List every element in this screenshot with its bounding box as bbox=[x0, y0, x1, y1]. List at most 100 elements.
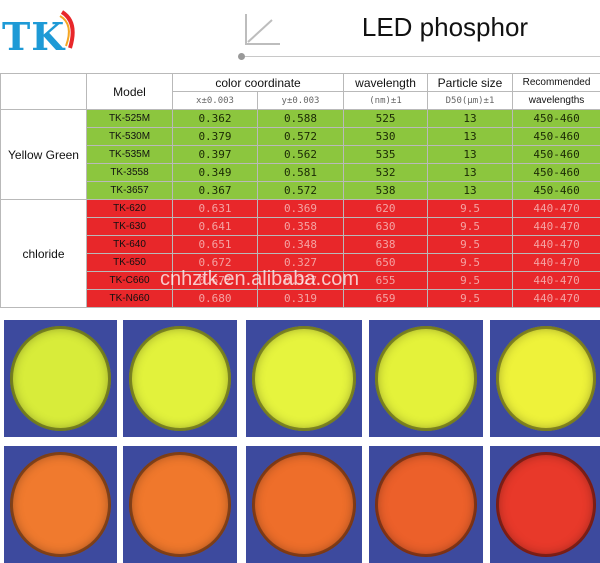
recommended-value-cell: 450-460 bbox=[512, 127, 600, 146]
phosphor-sample-photo bbox=[123, 320, 237, 437]
x-value-cell: 0.651 bbox=[172, 235, 258, 254]
y-value-cell: 0.588 bbox=[256, 109, 345, 128]
x-value-cell: 0.362 bbox=[172, 109, 258, 128]
chart-corner-icon bbox=[245, 14, 280, 45]
particle-value-cell: 13 bbox=[427, 163, 514, 182]
watermark: cnhztk.en.alibaba.com bbox=[160, 268, 360, 290]
header-color-coordinate: color coordinate bbox=[171, 73, 345, 92]
page-title: LED phosphor bbox=[361, 12, 529, 42]
recommended-value-cell: 450-460 bbox=[512, 109, 600, 128]
y-value-cell: 0.369 bbox=[256, 199, 345, 218]
recommended-value-cell: 440-470 bbox=[512, 217, 600, 236]
particle-value-cell: 9.5 bbox=[427, 199, 514, 218]
x-value-cell: 0.397 bbox=[172, 145, 258, 164]
table-row: TK-C660 0.672 0.327 655 9.5 440-470 bbox=[1, 271, 600, 290]
group-label: chloride bbox=[0, 199, 87, 308]
table-row: TK-630 0.641 0.358 630 9.5 440-470 bbox=[1, 217, 600, 236]
x-value-cell: 0.367 bbox=[172, 181, 258, 200]
recommended-value-cell: 440-470 bbox=[512, 289, 600, 308]
model-cell: TK-630 bbox=[86, 217, 173, 236]
subheader-wavelength: (nm)±1 bbox=[343, 91, 429, 110]
x-value-cell: 0.349 bbox=[172, 163, 258, 182]
wavelength-value-cell: 630 bbox=[343, 217, 429, 236]
wavelength-value-cell: 638 bbox=[343, 235, 429, 254]
petri-dish-sample bbox=[252, 452, 356, 557]
x-value-cell: 0.379 bbox=[172, 127, 258, 146]
model-cell: TK-3657 bbox=[86, 181, 173, 200]
petri-dish-sample bbox=[252, 326, 356, 431]
model-cell: TK-3558 bbox=[86, 163, 173, 182]
subheader-x: x±0.003 bbox=[172, 91, 258, 110]
phosphor-sample-photo bbox=[490, 446, 600, 563]
recommended-value-cell: 440-470 bbox=[512, 271, 600, 290]
logo-swoosh-icon bbox=[59, 10, 75, 49]
phosphor-sample-photo bbox=[369, 446, 483, 563]
y-value-cell: 0.572 bbox=[256, 181, 345, 200]
recommended-value-cell: 440-470 bbox=[512, 235, 600, 254]
wavelength-value-cell: 525 bbox=[343, 109, 429, 128]
model-cell: TK-640 bbox=[86, 235, 173, 254]
table-row: Yellow Green TK-525M 0.362 0.588 525 13 450-46… bbox=[0, 109, 600, 200]
header: TK LED phosphor bbox=[0, 0, 600, 64]
y-value-cell: 0.327 bbox=[256, 253, 345, 272]
wavelength-value-cell: 535 bbox=[343, 145, 429, 164]
model-cell: TK-N660 bbox=[86, 289, 173, 308]
model-cell: TK-620 bbox=[86, 199, 173, 218]
table-row: TK-640 0.651 0.348 638 9.5 440-470 bbox=[1, 235, 600, 254]
spec-table: Model color coordinate wavelength Partic… bbox=[0, 73, 600, 308]
petri-dish-sample bbox=[496, 326, 596, 431]
table-row: TK-650 0.672 0.327 650 9.5 440-470 bbox=[1, 253, 600, 272]
petri-dish-sample bbox=[496, 452, 596, 557]
y-value-cell: 0.348 bbox=[256, 235, 345, 254]
group-label: Yellow Green bbox=[0, 109, 87, 200]
particle-value-cell: 9.5 bbox=[427, 271, 514, 290]
recommended-value-cell: 450-460 bbox=[512, 145, 600, 164]
wavelength-value-cell: 620 bbox=[343, 199, 429, 218]
petri-dish-sample bbox=[10, 326, 111, 431]
header-empty-cell bbox=[0, 73, 87, 110]
wavelength-value-cell: 530 bbox=[343, 127, 429, 146]
table-row: TK-N660 0.680 0.319 659 9.5 440-470 bbox=[1, 289, 600, 308]
particle-value-cell: 13 bbox=[427, 145, 514, 164]
petri-dish-sample bbox=[10, 452, 111, 557]
phosphor-sample-photo bbox=[123, 446, 237, 563]
model-cell: TK-530M bbox=[86, 127, 173, 146]
recommended-value-cell: 450-460 bbox=[512, 181, 600, 200]
petri-dish-sample bbox=[375, 326, 477, 431]
model-cell: TK-535M bbox=[86, 145, 173, 164]
x-value-cell: 0.641 bbox=[172, 217, 258, 236]
recommended-value-cell: 450-460 bbox=[512, 163, 600, 182]
wavelength-value-cell: 650 bbox=[343, 253, 429, 272]
phosphor-photo-grid bbox=[0, 320, 600, 563]
particle-value-cell: 13 bbox=[427, 109, 514, 128]
particle-value-cell: 9.5 bbox=[427, 235, 514, 254]
y-value-cell: 0.358 bbox=[256, 217, 345, 236]
wavelength-value-cell: 659 bbox=[343, 289, 429, 308]
particle-value-cell: 9.5 bbox=[427, 253, 514, 272]
table-row: TK-3657 0.367 0.572 538 13 450-460 bbox=[1, 181, 600, 200]
y-value-cell: 0.319 bbox=[256, 289, 345, 308]
phosphor-sample-photo bbox=[490, 320, 600, 437]
phosphor-sample-photo bbox=[246, 320, 362, 437]
phosphor-sample-photo bbox=[246, 446, 362, 563]
particle-value-cell: 9.5 bbox=[427, 217, 514, 236]
x-value-cell: 0.672 bbox=[172, 253, 258, 272]
recommended-value-cell: 440-470 bbox=[512, 199, 600, 218]
table-row: TK-530M 0.379 0.572 530 13 450-460 bbox=[1, 127, 600, 146]
phosphor-sample-photo bbox=[369, 320, 483, 437]
y-value-cell: 0.562 bbox=[256, 145, 345, 164]
wavelength-value-cell: 538 bbox=[343, 181, 429, 200]
model-cell: TK-C660 bbox=[86, 271, 173, 290]
divider-dot bbox=[238, 53, 245, 60]
particle-value-cell: 9.5 bbox=[427, 289, 514, 308]
y-value-cell: 0.572 bbox=[256, 127, 345, 146]
wavelength-value-cell: 655 bbox=[343, 271, 429, 290]
table-row: chloride TK-620 0.631 0.369 620 9.5 440-470 bbox=[0, 199, 600, 308]
header-model: Model bbox=[86, 73, 173, 110]
petri-dish-sample bbox=[375, 452, 477, 557]
header-particle-size: Particle size bbox=[427, 73, 514, 92]
x-value-cell: 0.631 bbox=[172, 199, 258, 218]
subheader-y: y±0.003 bbox=[256, 91, 345, 110]
subheader-particle: D50(μm)±1 bbox=[427, 91, 514, 110]
brand-logo: TK bbox=[2, 14, 66, 59]
